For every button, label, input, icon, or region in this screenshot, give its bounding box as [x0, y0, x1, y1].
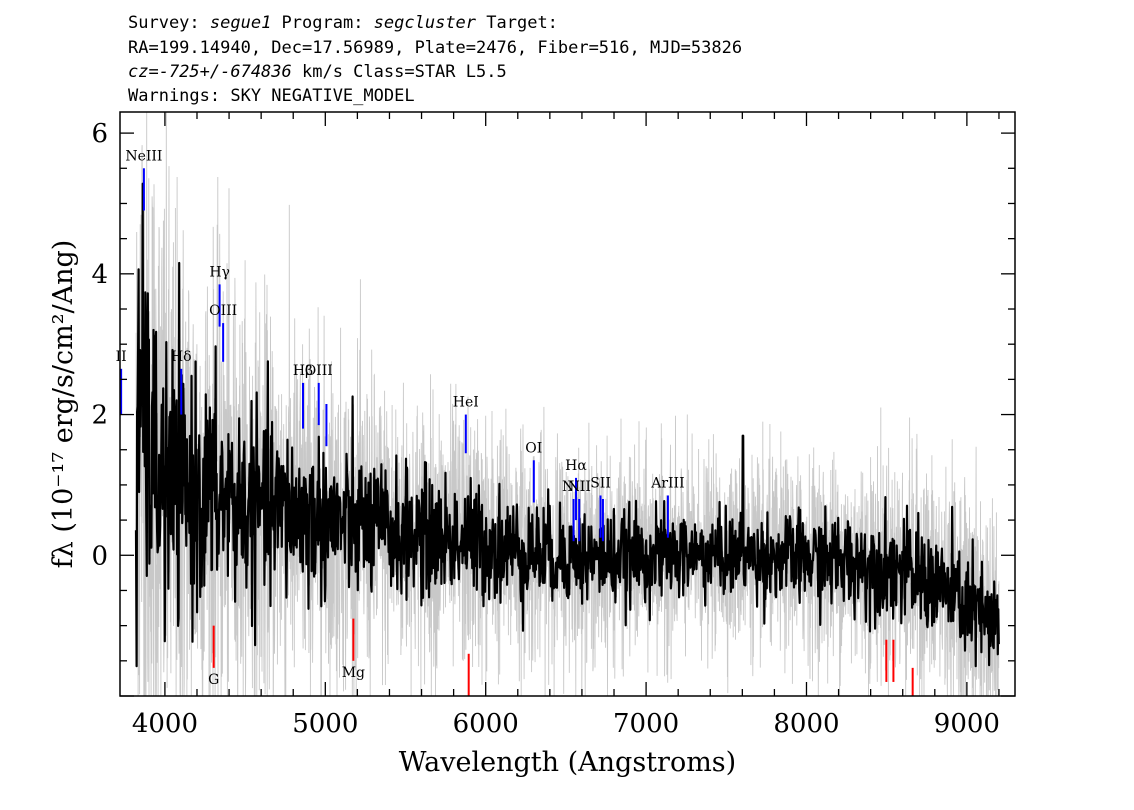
emission-label-12: NII — [568, 479, 591, 495]
emission-label-2: Hδ — [171, 349, 192, 365]
emission-label-13: SII — [590, 475, 611, 491]
plot-frame — [119, 111, 1016, 697]
x-tick-label: 8000 — [773, 709, 839, 739]
class-info: km/s Class=STAR L5.5 — [291, 62, 507, 82]
header-line-3: cz=-725+/-674836 km/s Class=STAR L5.5 — [128, 61, 507, 83]
y-tick-label: 0 — [91, 541, 108, 571]
emission-label-15: ArIII — [650, 475, 684, 491]
x-tick-label: 6000 — [453, 709, 519, 739]
axis-ticks — [120, 112, 1015, 697]
emission-label-0: II — [116, 349, 127, 365]
header-line-4: Warnings: SKY NEGATIVE_MODEL — [128, 86, 415, 106]
x-tick-label: 7000 — [613, 709, 679, 739]
x-axis-label: Wavelength (Angstroms) — [399, 747, 736, 778]
flux-trace — [134, 182, 1000, 668]
x-tick-label: 9000 — [934, 709, 1000, 739]
y-tick-label: 2 — [91, 401, 108, 431]
program-value: segcluster — [373, 13, 477, 33]
program-label: Program: — [271, 13, 374, 33]
absorption-label-1: Mg — [342, 665, 365, 681]
y-tick-label: 4 — [91, 260, 108, 290]
emission-label-11: Hα — [565, 458, 587, 474]
absorption-label-0: G — [208, 672, 219, 688]
x-tick-label: 5000 — [292, 709, 358, 739]
emission-label-8: HeI — [453, 395, 479, 411]
emission-label-5: Hβ — [293, 363, 313, 379]
emission-label-3: Hγ — [209, 264, 230, 280]
target-label: Target: — [476, 13, 558, 33]
survey-label: Survey: — [128, 13, 210, 33]
emission-label-10: NII — [562, 479, 585, 495]
header-line-2: RA=199.14940, Dec=17.56989, Plate=2476, … — [128, 38, 743, 58]
emission-label-6: OIII — [305, 363, 333, 379]
y-tick-label: 6 — [91, 119, 108, 149]
survey-value: segue1 — [209, 13, 272, 33]
x-tick-label: 4000 — [132, 709, 198, 739]
tick-labels: 4000 5000 6000 7000 8000 9000 0 2 4 6 — [91, 119, 1000, 739]
emission-label-9: OI — [525, 440, 542, 456]
emission-label-4: OIII — [209, 303, 237, 319]
header-line-1: Survey: segue1 Program: segcluster Targe… — [128, 12, 558, 34]
flux-series — [134, 182, 1000, 668]
redshift-value: cz=-725+/-674836 — [128, 62, 292, 82]
y-axis-label: fλ (10⁻¹⁷ erg/s/cm²/Ang) — [48, 240, 79, 569]
emission-label-1: NeIII — [125, 148, 162, 164]
